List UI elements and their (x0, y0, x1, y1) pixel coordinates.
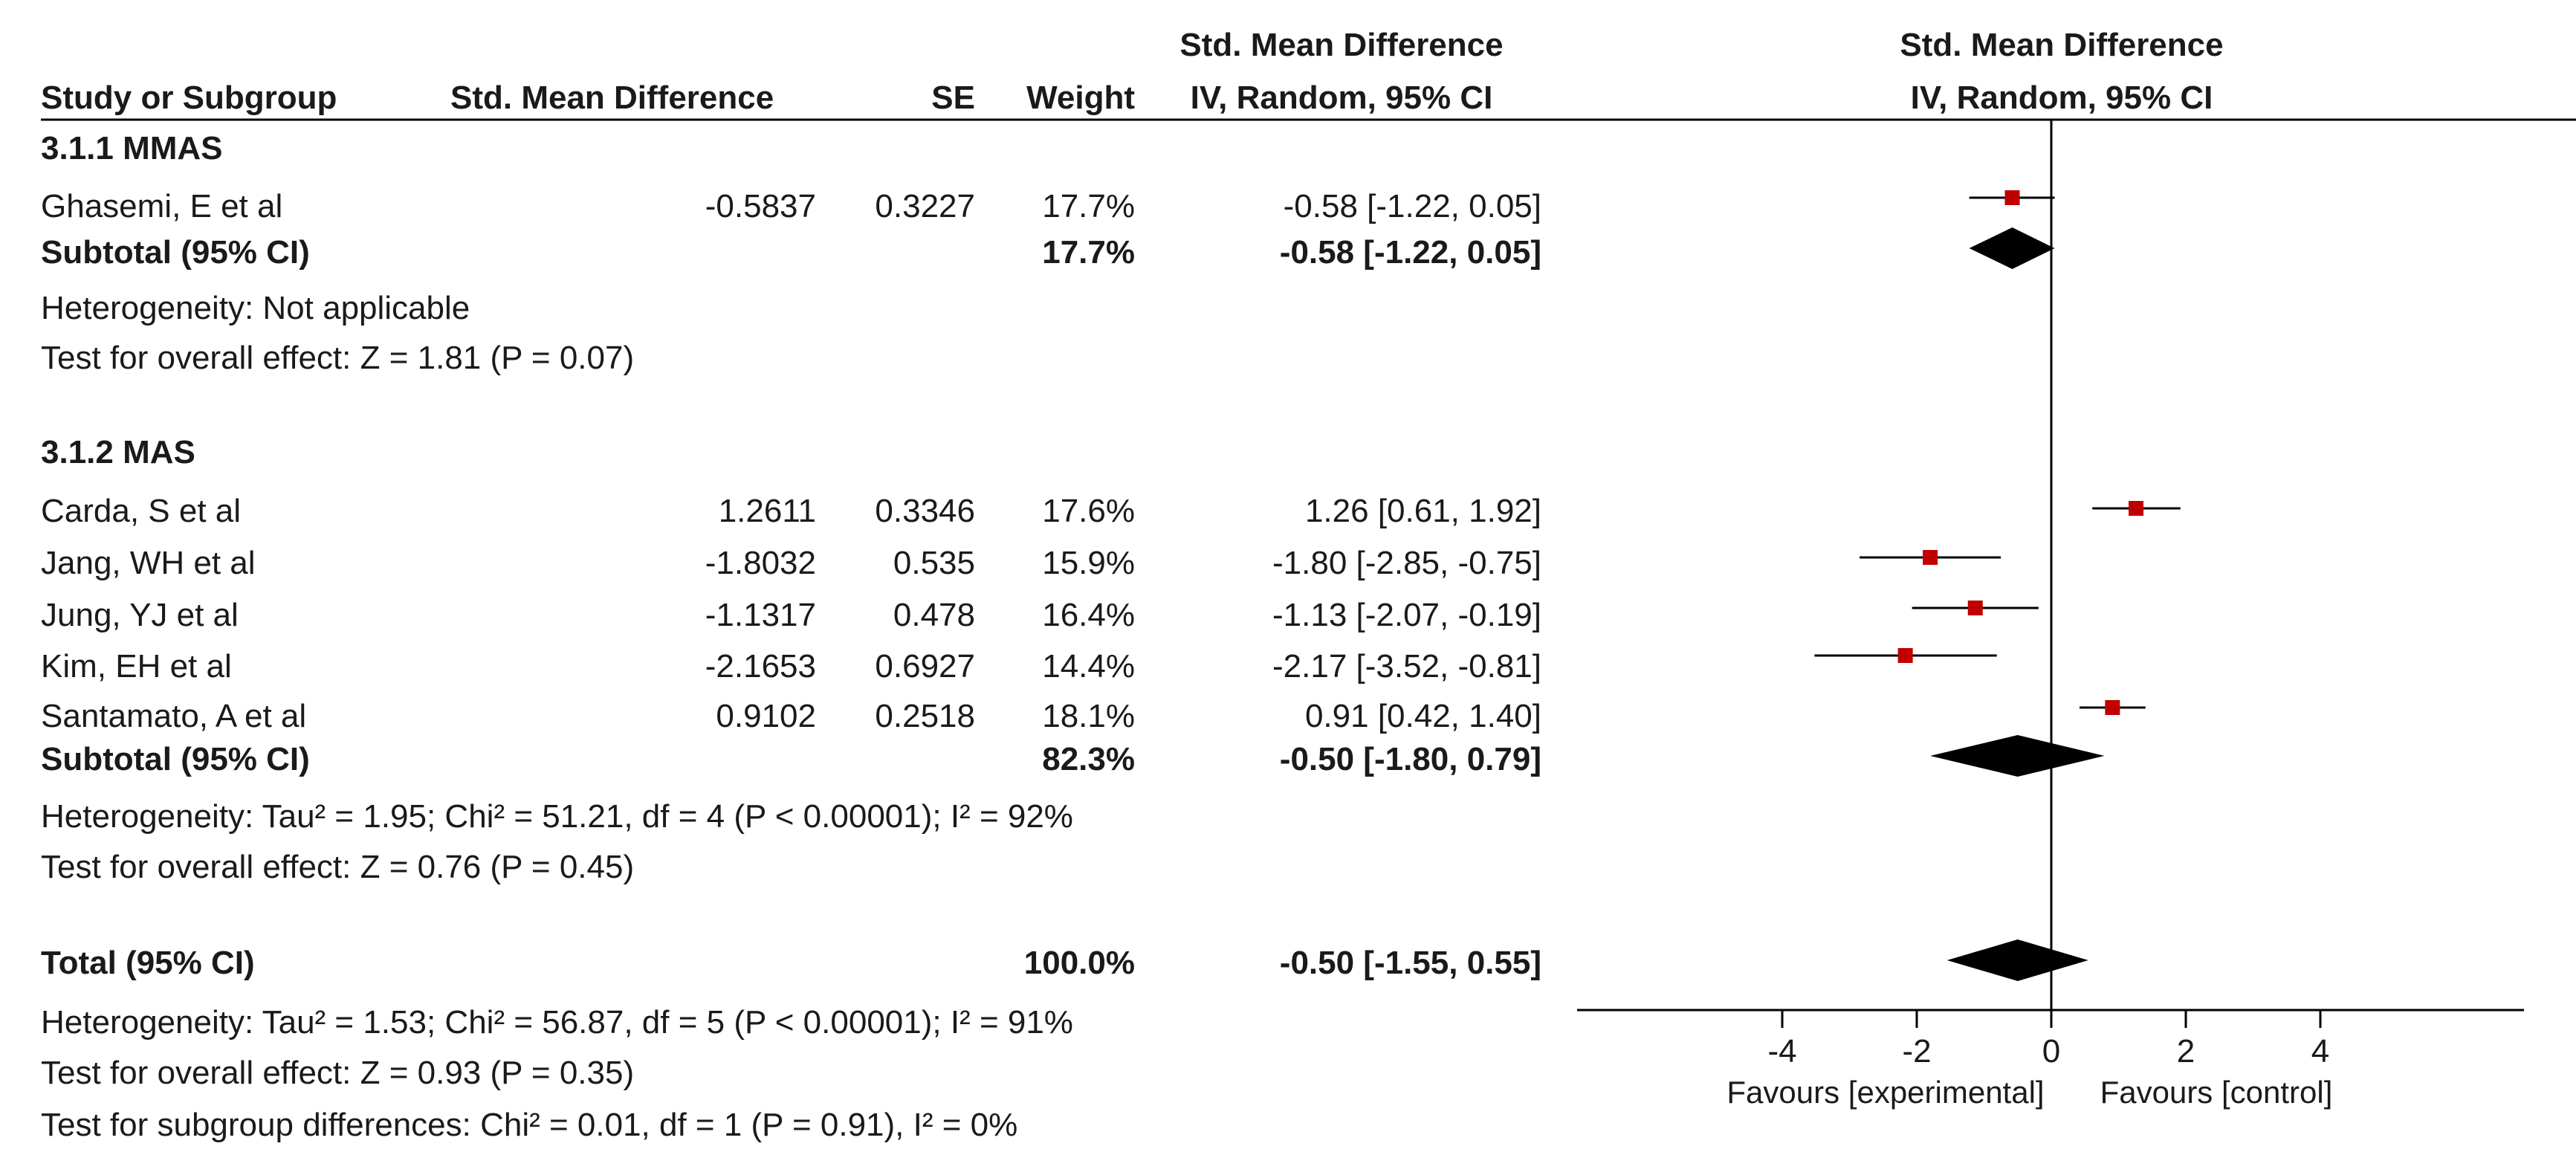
study-smd: -1.8032 (705, 545, 816, 581)
study-smd: -2.1653 (705, 648, 816, 685)
study-smd: -1.1317 (705, 597, 816, 633)
study-name: Carda, S et al (41, 493, 241, 529)
study-ci: 1.26 [0.61, 1.92] (1305, 493, 1541, 529)
study-ci: -1.80 [-2.85, -0.75] (1272, 545, 1541, 581)
heterogeneity-text: Heterogeneity: Not applicable (41, 290, 470, 326)
study-smd: 1.2611 (719, 493, 816, 529)
group-title-mas: 3.1.2 MAS (41, 434, 195, 470)
header-weight: Weight (1026, 80, 1135, 116)
study-name: Santamato, A et al (41, 698, 306, 734)
study-se: 0.6927 (875, 648, 975, 685)
total-label: Total (95% CI) (41, 945, 255, 981)
x-tick-label: 2 (2177, 1033, 2195, 1070)
study-smd: -0.5837 (705, 188, 816, 224)
study-ci: -1.13 [-2.07, -0.19] (1272, 597, 1541, 633)
effect-marker (2105, 700, 2120, 715)
study-se: 0.535 (893, 545, 975, 581)
header-study: Study or Subgroup (41, 80, 337, 116)
study-name: Jang, WH et al (41, 545, 256, 581)
study-name: Ghasemi, E et al (41, 188, 282, 224)
subtotal-label: Subtotal (95% CI) (41, 741, 310, 777)
study-se: 0.3227 (875, 188, 975, 224)
group-title-mmas: 3.1.1 MMAS (41, 130, 223, 166)
x-tick-label: -4 (1767, 1033, 1796, 1070)
study-weight: 16.4% (1042, 597, 1135, 633)
subtotal-weight: 17.7% (1042, 234, 1135, 271)
study-se: 0.2518 (875, 698, 975, 734)
study-ci: -0.58 [-1.22, 0.05] (1284, 188, 1541, 224)
header-plot-bottom: IV, Random, 95% CI (1911, 80, 2213, 116)
header-smd-ci-bottom: IV, Random, 95% CI (1191, 80, 1493, 116)
study-name: Kim, EH et al (41, 648, 232, 685)
effect-marker (1967, 601, 1983, 615)
summary-diamond (1946, 939, 2088, 981)
summary-diamond (1930, 735, 2105, 777)
header-smd: Std. Mean Difference (450, 80, 774, 116)
overall-effect-text: Test for overall effect: Z = 0.76 (P = 0… (41, 849, 634, 885)
header-se: SE (931, 80, 975, 116)
study-ci: -2.17 [-3.52, -0.81] (1272, 648, 1541, 685)
total-overall-effect-text: Test for overall effect: Z = 0.93 (P = 0… (41, 1055, 634, 1091)
plot-marks: -4 -2 0 2 4 (1767, 190, 2329, 1070)
x-tick-label: -2 (1902, 1033, 1931, 1070)
study-weight: 17.7% (1042, 188, 1135, 224)
subtotal-ci: -0.50 [-1.80, 0.79] (1280, 741, 1541, 777)
study-ci: 0.91 [0.42, 1.40] (1305, 698, 1541, 734)
subtotal-ci: -0.58 [-1.22, 0.05] (1280, 234, 1541, 271)
overall-effect-text: Test for overall effect: Z = 1.81 (P = 0… (41, 340, 634, 376)
summary-diamond (1969, 227, 2055, 269)
study-se: 0.3346 (875, 493, 975, 529)
effect-marker (2129, 501, 2144, 516)
header-plot-top: Std. Mean Difference (1900, 27, 2223, 63)
study-se: 0.478 (893, 597, 975, 633)
favours-experimental-label: Favours [experimental] (1726, 1075, 2044, 1110)
effect-marker (2004, 190, 2020, 205)
total-weight: 100.0% (1024, 945, 1135, 981)
effect-marker (1897, 648, 1913, 663)
favours-control-label: Favours [control] (2100, 1075, 2333, 1110)
total-heterogeneity-text: Heterogeneity: Tau² = 1.53; Chi² = 56.87… (41, 1004, 1073, 1041)
subtotal-label: Subtotal (95% CI) (41, 234, 310, 271)
x-tick-label: 4 (2311, 1033, 2329, 1070)
study-weight: 18.1% (1042, 698, 1135, 734)
subgroup-differences-text: Test for subgroup differences: Chi² = 0.… (41, 1107, 1017, 1143)
study-smd: 0.9102 (716, 698, 816, 734)
study-weight: 14.4% (1042, 648, 1135, 685)
study-weight: 17.6% (1042, 493, 1135, 529)
header-smd-ci-top: Std. Mean Difference (1179, 27, 1503, 63)
subtotal-weight: 82.3% (1042, 741, 1135, 777)
total-ci: -0.50 [-1.55, 0.55] (1280, 945, 1541, 981)
study-weight: 15.9% (1042, 545, 1135, 581)
heterogeneity-text: Heterogeneity: Tau² = 1.95; Chi² = 51.21… (41, 798, 1073, 835)
study-name: Jung, YJ et al (41, 597, 239, 633)
effect-marker (1923, 550, 1938, 565)
x-tick-label: 0 (2042, 1033, 2060, 1070)
